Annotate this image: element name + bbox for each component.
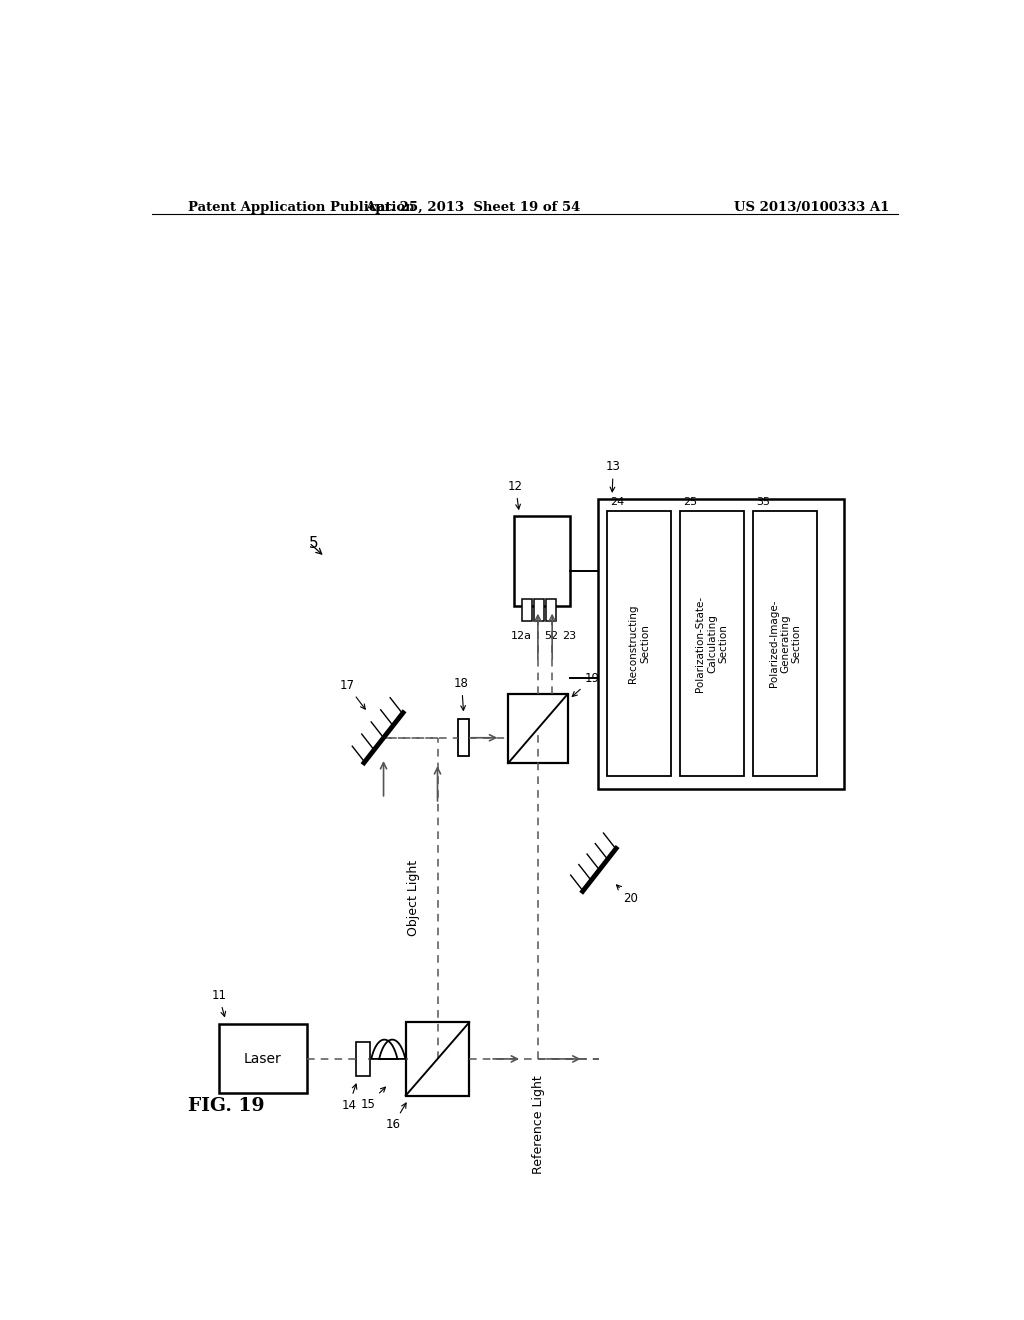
Text: Reference Light: Reference Light [531, 1076, 545, 1175]
Text: Apr. 25, 2013  Sheet 19 of 54: Apr. 25, 2013 Sheet 19 of 54 [366, 201, 581, 214]
Text: Object Light: Object Light [408, 861, 420, 936]
Bar [508, 694, 567, 763]
Text: 17: 17 [340, 678, 366, 709]
Text: 25: 25 [684, 498, 697, 507]
Bar [535, 598, 544, 620]
Text: Reconstructing
Section: Reconstructing Section [629, 605, 650, 682]
Text: Laser: Laser [244, 1052, 282, 1067]
Bar [406, 1022, 469, 1096]
Bar [607, 511, 671, 776]
Text: US 2013/0100333 A1: US 2013/0100333 A1 [734, 201, 890, 214]
Text: 16: 16 [386, 1104, 407, 1131]
Polygon shape [372, 1040, 406, 1059]
Bar [680, 511, 743, 776]
Bar [458, 719, 469, 756]
Text: Polarization-State-
Calculating
Section: Polarization-State- Calculating Section [695, 595, 729, 692]
Text: 12a: 12a [511, 631, 531, 642]
Text: 5: 5 [309, 536, 318, 550]
Bar [219, 1024, 306, 1093]
Text: 18: 18 [455, 677, 469, 710]
Bar [355, 1041, 370, 1076]
Text: 35: 35 [757, 498, 770, 507]
Text: 19: 19 [572, 672, 600, 697]
Bar [754, 511, 817, 776]
Bar [514, 516, 570, 606]
Text: 23: 23 [562, 631, 577, 642]
Text: 15: 15 [360, 1088, 385, 1110]
Bar [598, 499, 844, 788]
Text: 20: 20 [616, 884, 638, 906]
Text: 13: 13 [606, 461, 621, 492]
Text: 14: 14 [341, 1084, 356, 1111]
Text: Patent Application Publication: Patent Application Publication [187, 201, 415, 214]
Text: Polarized-Image-
Generating
Section: Polarized-Image- Generating Section [768, 601, 802, 688]
Text: 12: 12 [508, 479, 523, 510]
Text: 24: 24 [610, 498, 625, 507]
Text: 11: 11 [211, 989, 226, 1016]
Bar [546, 598, 556, 620]
Bar [522, 598, 531, 620]
Text: 52: 52 [545, 631, 559, 642]
Text: FIG. 19: FIG. 19 [188, 1097, 265, 1114]
